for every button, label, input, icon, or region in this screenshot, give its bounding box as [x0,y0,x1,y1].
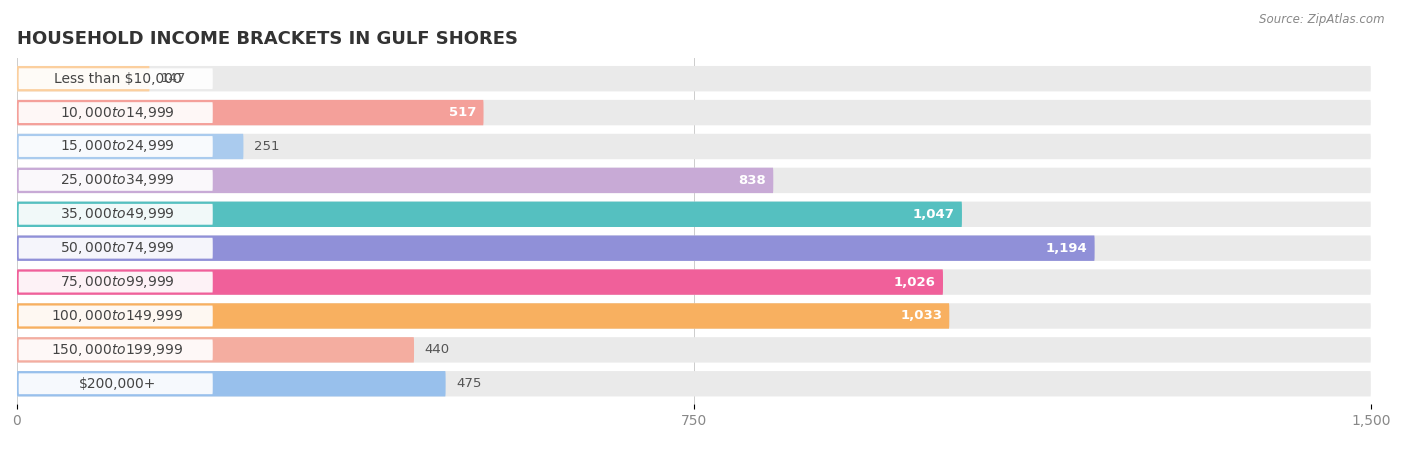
FancyBboxPatch shape [17,303,1371,329]
Text: $75,000 to $99,999: $75,000 to $99,999 [60,274,174,290]
FancyBboxPatch shape [17,371,446,396]
FancyBboxPatch shape [17,66,1371,92]
Text: $15,000 to $24,999: $15,000 to $24,999 [60,138,174,154]
FancyBboxPatch shape [17,167,773,193]
Text: 440: 440 [425,343,450,357]
FancyBboxPatch shape [18,373,212,394]
Text: 475: 475 [457,377,482,390]
FancyBboxPatch shape [18,102,212,123]
FancyBboxPatch shape [17,66,149,92]
FancyBboxPatch shape [17,202,962,227]
FancyBboxPatch shape [17,100,484,125]
FancyBboxPatch shape [17,167,1371,193]
FancyBboxPatch shape [18,238,212,259]
FancyBboxPatch shape [17,269,943,295]
Text: HOUSEHOLD INCOME BRACKETS IN GULF SHORES: HOUSEHOLD INCOME BRACKETS IN GULF SHORES [17,31,517,48]
Text: 251: 251 [254,140,280,153]
FancyBboxPatch shape [17,202,1371,227]
Text: $35,000 to $49,999: $35,000 to $49,999 [60,206,174,222]
FancyBboxPatch shape [17,371,1371,396]
FancyBboxPatch shape [17,134,1371,159]
Text: 147: 147 [160,72,186,85]
Text: $10,000 to $14,999: $10,000 to $14,999 [60,105,174,121]
Text: 1,194: 1,194 [1046,242,1087,255]
FancyBboxPatch shape [17,100,1371,125]
Text: $50,000 to $74,999: $50,000 to $74,999 [60,240,174,256]
FancyBboxPatch shape [18,68,212,89]
FancyBboxPatch shape [17,337,1371,363]
FancyBboxPatch shape [18,306,212,326]
FancyBboxPatch shape [17,134,243,159]
Text: 1,026: 1,026 [894,276,936,289]
Text: 517: 517 [449,106,477,119]
FancyBboxPatch shape [18,272,212,292]
FancyBboxPatch shape [17,269,1371,295]
FancyBboxPatch shape [18,170,212,191]
Text: $100,000 to $149,999: $100,000 to $149,999 [51,308,184,324]
FancyBboxPatch shape [17,337,413,363]
Text: $25,000 to $34,999: $25,000 to $34,999 [60,172,174,189]
Text: 1,033: 1,033 [900,309,942,322]
FancyBboxPatch shape [17,303,949,329]
Text: Source: ZipAtlas.com: Source: ZipAtlas.com [1260,13,1385,26]
FancyBboxPatch shape [18,204,212,224]
Text: $200,000+: $200,000+ [79,377,156,391]
Text: Less than $10,000: Less than $10,000 [53,72,181,86]
Text: $150,000 to $199,999: $150,000 to $199,999 [51,342,184,358]
Text: 838: 838 [738,174,766,187]
FancyBboxPatch shape [17,235,1371,261]
FancyBboxPatch shape [18,136,212,157]
Text: 1,047: 1,047 [912,208,955,221]
FancyBboxPatch shape [17,235,1095,261]
FancyBboxPatch shape [18,339,212,360]
